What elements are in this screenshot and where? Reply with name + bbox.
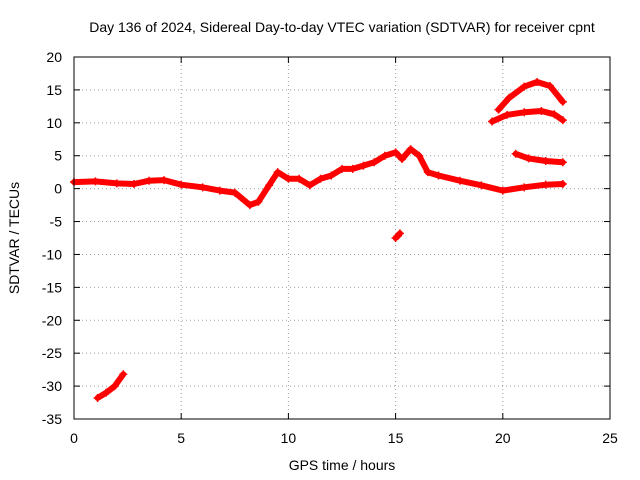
data-point — [273, 168, 282, 177]
chart-title: Day 136 of 2024, Sidereal Day-to-day VTE… — [89, 19, 595, 35]
data-point — [520, 183, 529, 192]
data-point — [541, 156, 550, 165]
y-axis: 20 15 10 5 0 -5 -10 -15 -20 -25 -30 -35 — [42, 49, 610, 427]
data-point — [511, 149, 520, 158]
x-tick-label: 20 — [495, 430, 511, 446]
x-tick-label: 15 — [388, 430, 404, 446]
x-axis: 0 5 10 15 20 25 — [70, 57, 618, 446]
data-point — [91, 177, 100, 186]
y-tick-label: -35 — [42, 411, 62, 427]
data-point — [93, 393, 102, 402]
y-tick-label: 5 — [54, 148, 62, 164]
y-tick-label: -15 — [42, 279, 62, 295]
data-point — [198, 183, 207, 192]
y-tick-label: -30 — [42, 378, 62, 394]
data-point — [230, 188, 239, 197]
data-point — [102, 388, 111, 397]
data-point — [498, 186, 507, 195]
x-tick-label: 25 — [602, 430, 618, 446]
data-point — [524, 154, 533, 163]
data-point — [550, 110, 559, 119]
data-point — [245, 201, 254, 210]
series-line — [495, 79, 566, 113]
series-line — [71, 146, 566, 209]
series-isolated-15h — [391, 229, 404, 242]
data-point — [119, 370, 128, 379]
data-point — [145, 176, 154, 185]
series-arc-lower — [511, 149, 567, 167]
data-point — [398, 155, 407, 164]
x-tick-label: 0 — [70, 430, 78, 446]
data-point — [434, 171, 443, 180]
data-point — [112, 179, 121, 188]
data-point — [477, 181, 486, 190]
data-point — [503, 110, 512, 119]
data-point — [558, 180, 567, 189]
data-point — [348, 164, 357, 173]
x-axis-label: GPS time / hours — [289, 457, 396, 473]
data-point — [130, 180, 139, 189]
data-point — [316, 174, 325, 183]
y-tick-label: 15 — [46, 82, 62, 98]
series-arc-negative — [93, 370, 128, 402]
data-point — [558, 158, 567, 167]
y-tick-label: 10 — [46, 115, 62, 131]
data-point — [338, 164, 346, 173]
data-point — [160, 176, 169, 185]
data-point — [545, 81, 554, 90]
data-point — [520, 108, 529, 117]
series-arc-upper — [494, 78, 567, 114]
y-tick-label: -10 — [42, 246, 62, 262]
data-point — [265, 181, 274, 190]
data-point — [541, 180, 550, 189]
data-point — [415, 151, 424, 160]
x-tick-label: 5 — [177, 430, 185, 446]
y-tick-label: 0 — [54, 181, 62, 197]
data-point — [391, 148, 400, 157]
data-point — [284, 174, 293, 183]
data-point — [215, 186, 224, 195]
data-point — [455, 176, 464, 185]
data-point — [254, 197, 263, 206]
data-point — [177, 180, 186, 189]
data-point — [295, 174, 304, 183]
data-point — [305, 181, 314, 190]
series-arc-middle — [488, 106, 567, 126]
y-tick-label: 20 — [46, 49, 62, 65]
data-point — [505, 93, 514, 102]
data-point — [395, 229, 404, 238]
data-point — [558, 97, 567, 106]
plot-frame — [73, 56, 611, 420]
y-tick-label: -5 — [50, 214, 63, 230]
series-line — [94, 371, 127, 401]
data-point — [406, 145, 415, 154]
data-point — [370, 158, 379, 167]
series-line — [512, 150, 566, 166]
data-point — [327, 171, 336, 180]
data-point — [537, 106, 546, 115]
y-tick-label: -25 — [42, 345, 62, 361]
series-main-track — [70, 145, 567, 210]
data-point — [533, 78, 542, 87]
data-point — [494, 105, 503, 114]
data-point — [520, 82, 529, 91]
data-point — [488, 117, 497, 126]
data-point — [359, 161, 368, 170]
data-series — [70, 78, 567, 402]
data-point — [558, 116, 567, 125]
data-point — [423, 168, 432, 177]
y-tick-label: -20 — [42, 312, 62, 328]
data-point — [110, 382, 119, 391]
x-tick-label: 10 — [281, 430, 297, 446]
y-axis-label: SDTVAR / TECUs — [6, 182, 22, 294]
data-point — [380, 151, 389, 160]
series-line — [489, 108, 566, 125]
